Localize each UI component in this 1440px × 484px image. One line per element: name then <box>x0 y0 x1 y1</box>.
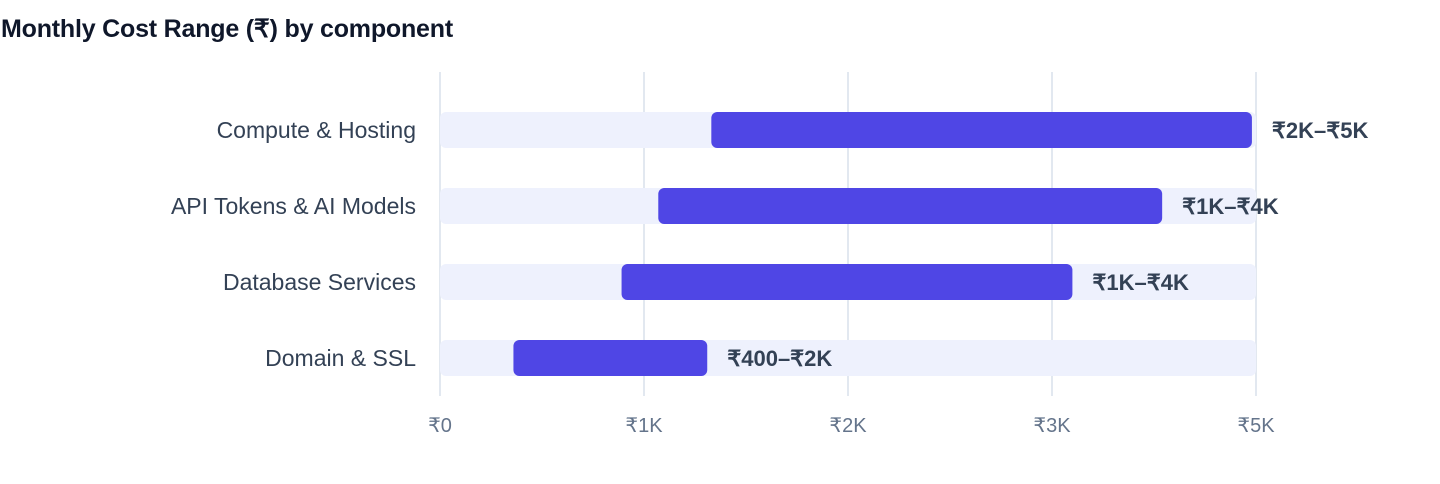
x-axis-tick-labels: ₹0 ₹1K ₹2K ₹3K ₹5K <box>428 415 1275 437</box>
category-label: Database Services <box>223 269 416 295</box>
x-tick-label: ₹1K <box>625 415 663 437</box>
range-bar <box>621 264 1073 300</box>
category-label: Domain & SSL <box>265 345 416 371</box>
x-tick-label: ₹3K <box>1033 415 1071 437</box>
bar-value-label: ₹1K–₹4K <box>1092 270 1189 295</box>
category-labels: Compute & Hosting API Tokens & AI Models D… <box>171 117 416 371</box>
chart-title: Monthly Cost Range (₹) by component <box>1 15 453 43</box>
bar-value-label: ₹1K–₹4K <box>1182 194 1279 219</box>
range-bar <box>658 188 1163 224</box>
x-tick-label: ₹5K <box>1237 415 1275 437</box>
x-tick-label: ₹0 <box>428 415 452 437</box>
bar-value-label: ₹2K–₹5K <box>1272 118 1369 143</box>
x-tick-label: ₹2K <box>829 415 867 437</box>
category-label: Compute & Hosting <box>217 117 416 143</box>
category-label: API Tokens & AI Models <box>171 193 416 219</box>
range-bar <box>711 112 1252 148</box>
bar-value-label: ₹400–₹2K <box>727 346 832 371</box>
range-bar <box>513 340 708 376</box>
value-labels: ₹2K–₹5K ₹1K–₹4K ₹1K–₹4K ₹400–₹2K <box>727 118 1368 371</box>
range-bars <box>513 112 1252 376</box>
